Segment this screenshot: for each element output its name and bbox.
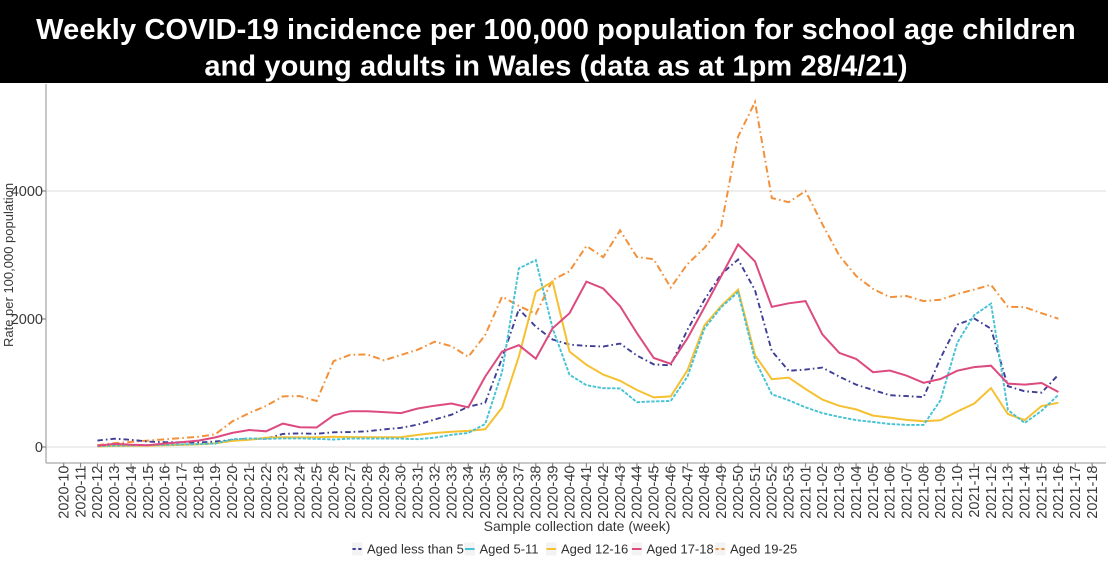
svg-text:2020-10: 2020-10	[56, 466, 72, 519]
svg-text:2020-29: 2020-29	[377, 466, 393, 519]
svg-text:2021-09: 2021-09	[933, 466, 949, 519]
svg-text:2020-22: 2020-22	[259, 466, 275, 519]
svg-text:4000: 4000	[11, 184, 43, 200]
svg-text:2020-13: 2020-13	[107, 466, 123, 519]
svg-text:2020-28: 2020-28	[360, 466, 376, 519]
svg-text:2020-16: 2020-16	[158, 466, 174, 519]
svg-text:2021-05: 2021-05	[866, 466, 882, 519]
svg-text:2020-25: 2020-25	[309, 466, 325, 519]
svg-text:2020-27: 2020-27	[343, 466, 359, 519]
svg-text:2020-46: 2020-46	[664, 466, 680, 519]
svg-text:0: 0	[35, 440, 43, 456]
svg-text:2020-18: 2020-18	[191, 466, 207, 519]
svg-text:2020-53: 2020-53	[782, 466, 798, 519]
svg-text:2020-49: 2020-49	[714, 466, 730, 519]
svg-text:2020-15: 2020-15	[141, 466, 157, 519]
svg-text:2020-12: 2020-12	[90, 466, 106, 519]
svg-text:2021-07: 2021-07	[900, 466, 916, 519]
svg-text:2020-52: 2020-52	[765, 466, 781, 519]
svg-text:2020-48: 2020-48	[697, 466, 713, 519]
svg-text:2021-11: 2021-11	[967, 466, 983, 518]
svg-text:Aged 5-11: Aged 5-11	[480, 542, 539, 557]
svg-text:2020-33: 2020-33	[444, 466, 460, 519]
svg-text:2020-32: 2020-32	[427, 466, 443, 519]
svg-text:2020-30: 2020-30	[394, 466, 410, 519]
svg-text:2021-15: 2021-15	[1034, 466, 1050, 519]
svg-text:2021-14: 2021-14	[1017, 466, 1033, 519]
svg-text:2000: 2000	[11, 312, 43, 328]
svg-text:2020-26: 2020-26	[326, 466, 342, 519]
svg-text:2020-23: 2020-23	[276, 466, 292, 519]
svg-text:2020-20: 2020-20	[225, 466, 241, 519]
svg-text:Aged 19-25: Aged 19-25	[730, 542, 797, 557]
svg-text:Weekly COVID-19 incidence per: Weekly COVID-19 incidence per 100,000 po…	[36, 14, 1076, 46]
svg-text:2020-41: 2020-41	[579, 466, 595, 519]
svg-text:2020-19: 2020-19	[208, 466, 224, 519]
svg-text:2021-18: 2021-18	[1085, 466, 1101, 519]
svg-text:and young adults in Wales (dat: and young adults in Wales (data as at 1p…	[204, 51, 907, 83]
svg-text:2021-16: 2021-16	[1051, 466, 1067, 519]
svg-text:Aged 17-18: Aged 17-18	[647, 542, 714, 557]
svg-text:2021-08: 2021-08	[916, 466, 932, 519]
svg-text:2020-51: 2020-51	[748, 466, 764, 519]
svg-text:Aged 12-16: Aged 12-16	[561, 542, 628, 557]
svg-text:2021-01: 2021-01	[798, 466, 814, 519]
svg-text:2021-03: 2021-03	[832, 466, 848, 519]
svg-text:2020-47: 2020-47	[680, 466, 696, 519]
svg-text:Rate per 100,000 population: Rate per 100,000 population	[1, 183, 16, 347]
svg-text:2021-04: 2021-04	[849, 466, 865, 519]
svg-text:2020-44: 2020-44	[630, 466, 646, 519]
svg-text:2020-14: 2020-14	[124, 466, 140, 519]
svg-text:2020-35: 2020-35	[478, 466, 494, 519]
svg-text:2020-31: 2020-31	[411, 466, 427, 519]
svg-text:2020-50: 2020-50	[731, 466, 747, 519]
svg-text:2021-02: 2021-02	[815, 466, 831, 519]
svg-text:2020-21: 2020-21	[242, 466, 258, 519]
svg-text:2020-34: 2020-34	[461, 466, 477, 519]
svg-text:2020-17: 2020-17	[174, 466, 190, 519]
svg-text:2020-37: 2020-37	[512, 466, 528, 519]
svg-text:2020-42: 2020-42	[596, 466, 612, 519]
svg-text:2020-38: 2020-38	[529, 466, 545, 519]
svg-text:2020-43: 2020-43	[613, 466, 629, 519]
svg-text:2021-17: 2021-17	[1068, 466, 1084, 519]
svg-text:2020-45: 2020-45	[647, 466, 663, 519]
svg-text:2021-10: 2021-10	[950, 466, 966, 519]
svg-text:2021-06: 2021-06	[883, 466, 899, 519]
svg-text:2020-36: 2020-36	[495, 465, 511, 518]
svg-text:Aged less than 5: Aged less than 5	[367, 542, 464, 557]
svg-text:2021-13: 2021-13	[1001, 466, 1017, 519]
svg-text:2020-39: 2020-39	[545, 466, 561, 519]
svg-text:2020-24: 2020-24	[293, 466, 309, 519]
svg-text:2021-12: 2021-12	[984, 466, 1000, 519]
svg-text:2020-11: 2020-11	[73, 466, 89, 518]
svg-text:Sample collection date (week): Sample collection date (week)	[484, 518, 671, 534]
svg-text:2020-40: 2020-40	[562, 466, 578, 519]
